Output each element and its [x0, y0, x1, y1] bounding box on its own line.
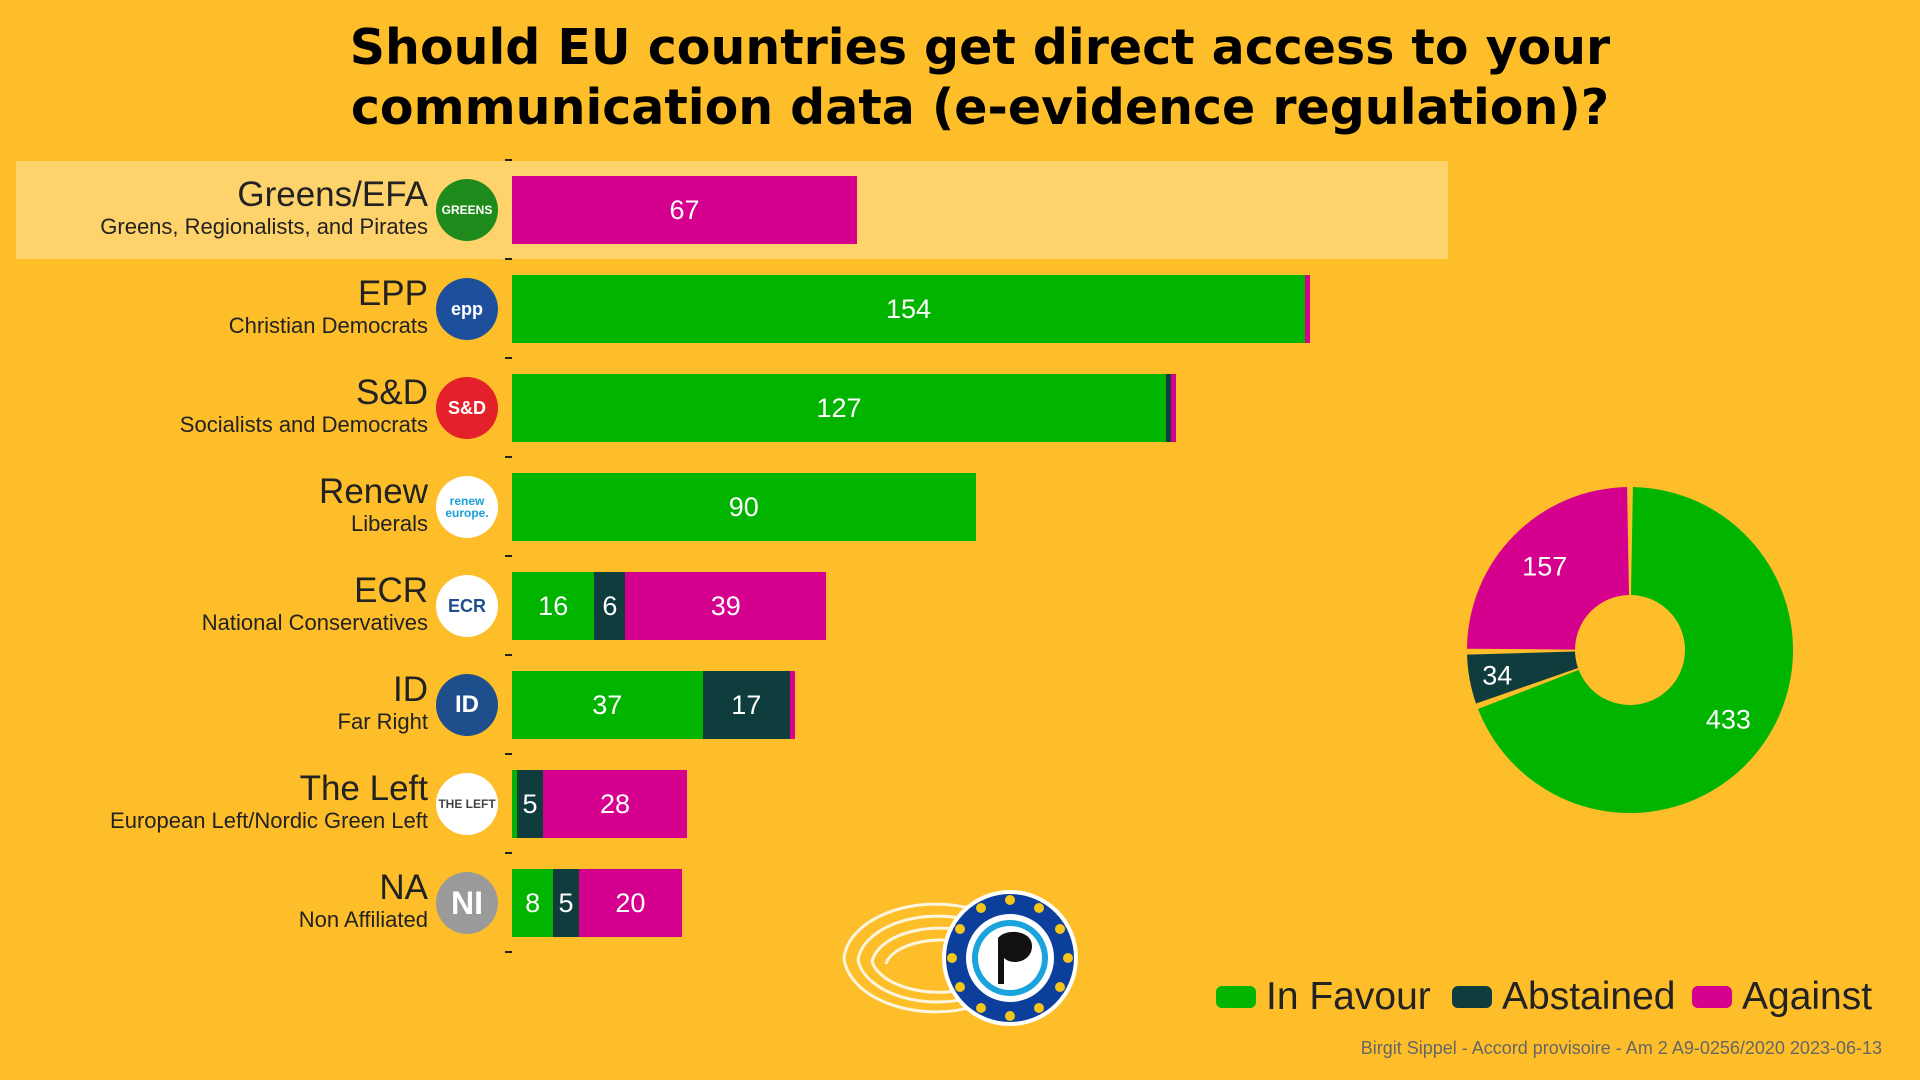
pirate-party-emblem-icon — [842, 890, 1078, 1026]
bar-value-label: 17 — [731, 689, 762, 720]
axis-tick — [505, 159, 512, 161]
bar-segment-against: 28 — [542, 770, 688, 838]
bar-segment-abstained: 5 — [517, 770, 543, 838]
axis-tick — [505, 654, 512, 656]
party-logo-icon: THE LEFT — [436, 773, 498, 835]
party-name: NA — [379, 868, 428, 907]
donut-value-label: 34 — [1482, 660, 1512, 690]
legend-against-label: Against — [1742, 975, 1873, 1018]
donut-svg: 433 34 157 — [1467, 487, 1793, 813]
bar-segment-in-favour: 154 — [512, 275, 1306, 343]
party-logo-icon: ECR — [436, 575, 498, 637]
bar-segment-abstained: 6 — [594, 572, 626, 640]
bar-value-label: 39 — [710, 590, 741, 621]
party-subtitle: Greens, Regionalists, and Pirates — [100, 214, 428, 239]
bar-value-label: 8 — [525, 887, 541, 918]
bar-segment-in-favour: 127 — [512, 374, 1167, 442]
party-subtitle: European Left/Nordic Green Left — [110, 808, 428, 833]
title-line-1: Should EU countries get direct access to… — [349, 19, 1611, 76]
bar-value-label: 5 — [522, 788, 538, 819]
party-name: ECR — [354, 571, 428, 610]
party-logo-icon: S&D — [436, 377, 498, 439]
axis-tick — [505, 456, 512, 458]
donut-slice-against — [1467, 487, 1630, 650]
party-name: The Left — [299, 769, 428, 808]
party-subtitle: Christian Democrats — [228, 313, 428, 338]
bar-value-label: 37 — [592, 689, 623, 720]
legend-against-swatch — [1692, 986, 1732, 1008]
bar-segment-in-favour: 8 — [512, 869, 554, 937]
bar-value-label: 28 — [599, 788, 630, 819]
bar-value-label: 154 — [886, 293, 932, 324]
bar-segment-against: 67 — [512, 176, 858, 244]
party-logo-icon: epp — [436, 278, 498, 340]
party-logo-icon: renew europe. — [436, 476, 498, 538]
axis-tick — [505, 258, 512, 260]
party-logo-icon: ID — [436, 674, 498, 736]
axis-tick — [505, 357, 512, 359]
bar-segment-in-favour — [512, 770, 518, 838]
party-subtitle: Far Right — [337, 709, 428, 734]
party-subtitle: National Conservatives — [201, 610, 428, 635]
party-name: EPP — [357, 274, 428, 313]
axis-tick — [505, 852, 512, 854]
bar-segment-abstained: 5 — [553, 869, 579, 937]
party-name: S&D — [356, 373, 428, 412]
bar-value-label: 127 — [816, 392, 862, 423]
party-logo-icon: GREENS — [436, 179, 498, 241]
bar-value-label: 20 — [615, 887, 646, 918]
legend-against: Against — [1692, 975, 1872, 1019]
party-subtitle: Non Affiliated — [298, 907, 428, 932]
bar-value-label: 16 — [538, 590, 569, 621]
bar-segment-in-favour: 37 — [512, 671, 703, 739]
legend-favour-swatch — [1216, 986, 1256, 1008]
party-name: Greens/EFA — [237, 175, 428, 214]
party-name: Renew — [319, 472, 428, 511]
donut-value-label: 157 — [1522, 552, 1567, 582]
legend-abstained-label: Abstained — [1502, 975, 1676, 1018]
legend-favour: In Favour — [1216, 975, 1431, 1019]
bar-segment-against — [790, 671, 796, 739]
axis-tick — [505, 951, 512, 953]
bar-value-label: 5 — [558, 887, 574, 918]
donut-slice-in-favour — [1478, 487, 1793, 813]
source-note: Birgit Sippel - Accord provisoire - Am 2… — [1360, 1038, 1882, 1058]
donut-value-label: 433 — [1706, 705, 1751, 735]
donut-slice-abstained — [1467, 651, 1579, 704]
party-logo-icon: NI — [436, 872, 498, 934]
bar-value-label: 90 — [728, 491, 759, 522]
party-subtitle: Liberals — [350, 511, 428, 536]
bar-segment-against: 20 — [578, 869, 682, 937]
party-subtitle: Socialists and Democrats — [179, 412, 428, 437]
bar-segment-against — [1305, 275, 1311, 343]
title-line-2: communication data (e-evidence regulatio… — [350, 79, 1610, 136]
bar-value-label: 6 — [602, 590, 618, 621]
bar-value-label: 67 — [669, 194, 700, 225]
bar-segment-against: 39 — [625, 572, 827, 640]
legend-favour-label: In Favour — [1266, 975, 1431, 1018]
bar-segment-in-favour: 90 — [512, 473, 976, 541]
bar-segment-against — [1171, 374, 1177, 442]
axis-tick — [505, 753, 512, 755]
chart-title: Should EU countries get direct access to… — [0, 18, 1920, 138]
bar-segment-abstained — [1166, 374, 1172, 442]
legend-abstained: Abstained — [1452, 975, 1675, 1019]
party-name: ID — [393, 670, 428, 709]
axis-tick — [505, 555, 512, 557]
donut-chart: 433 34 157 — [1460, 480, 1800, 820]
bar-segment-in-favour: 16 — [512, 572, 595, 640]
bar-segment-abstained: 17 — [702, 671, 791, 739]
legend-abstained-swatch — [1452, 986, 1492, 1008]
